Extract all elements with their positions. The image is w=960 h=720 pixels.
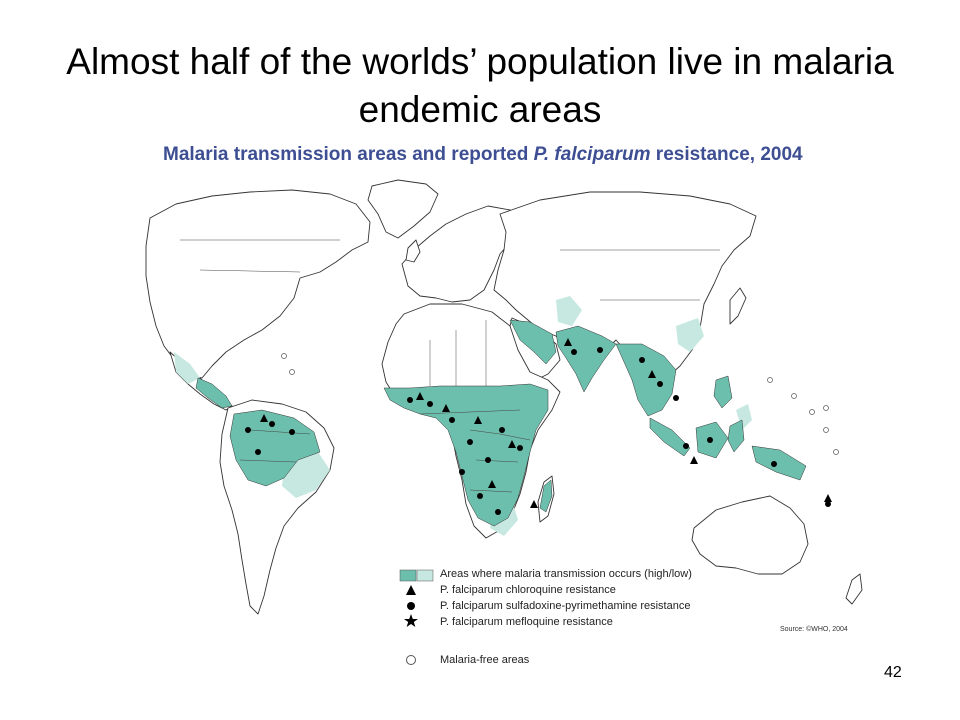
map-title: Malaria transmission areas and reported … — [163, 144, 803, 166]
legend-swatch-low — [416, 569, 434, 582]
transmission-new-guinea — [751, 445, 807, 481]
legend-chloroquine-label: P. falciparum chloroquine resistance — [440, 584, 616, 596]
sp-resistance-marker — [255, 449, 261, 455]
transmission-sumatra — [649, 417, 691, 457]
triangle-icon — [406, 585, 416, 595]
chloroquine-resistance-marker — [824, 494, 832, 502]
greenland — [367, 179, 439, 239]
chloroquine-resistance-marker — [564, 338, 572, 346]
sp-resistance-marker — [571, 349, 577, 355]
chloroquine-resistance-marker — [488, 480, 496, 488]
sp-resistance-marker — [467, 439, 473, 445]
sp-resistance-marker — [245, 427, 251, 433]
sp-resistance-marker — [289, 429, 295, 435]
sp-resistance-marker — [639, 357, 645, 363]
transmission-madagascar — [539, 479, 553, 513]
chloroquine-resistance-marker — [508, 440, 516, 448]
sp-resistance-marker — [477, 493, 483, 499]
japan — [729, 287, 747, 325]
transmission-africa — [383, 383, 549, 527]
sp-resistance-marker — [673, 395, 679, 401]
sp-resistance-marker — [407, 397, 413, 403]
transmission-south-asia — [555, 325, 617, 393]
transmission-middle-east — [509, 319, 557, 365]
legend-symbols — [399, 569, 434, 665]
transmission-sulawesi — [727, 419, 745, 453]
circle-icon — [407, 602, 415, 610]
sp-resistance-marker — [485, 457, 491, 463]
sp-resistance-marker — [657, 381, 663, 387]
chloroquine-resistance-marker — [474, 416, 482, 424]
pacific-islands — [281, 353, 839, 455]
transmission-low — [174, 296, 752, 536]
sp-resistance-marker — [825, 501, 831, 507]
legend-mefloquine-label: P. falciparum mefloquine resistance — [440, 616, 613, 628]
page-number: 42 — [884, 664, 902, 681]
north-america — [145, 189, 371, 379]
resistance-markers — [245, 338, 832, 515]
legend-sulfadoxine-label: P. falciparum sulfadoxine-pyrimethamine … — [440, 600, 691, 612]
sp-resistance-marker — [459, 469, 465, 475]
sp-resistance-marker — [495, 509, 501, 515]
chloroquine-resistance-marker — [260, 414, 268, 422]
chloroquine-resistance-marker — [442, 404, 450, 412]
map-title-suffix: resistance, 2004 — [650, 144, 803, 165]
map-title-prefix: Malaria transmission areas and reported — [163, 144, 534, 165]
transmission-south-america — [229, 409, 321, 487]
sp-resistance-marker — [427, 401, 433, 407]
legend-swatch-high — [399, 569, 417, 582]
australia — [691, 495, 809, 575]
transmission-southeast-asia — [615, 343, 677, 417]
sp-resistance-marker — [449, 417, 455, 423]
sp-resistance-marker — [517, 445, 523, 451]
chloroquine-resistance-marker — [416, 392, 424, 400]
map-source: Source: ©WHO, 2004 — [780, 626, 848, 633]
chloroquine-resistance-marker — [690, 456, 698, 464]
legend-transmission-label: Areas where malaria transmission occurs … — [440, 568, 692, 580]
transmission-high — [195, 319, 807, 527]
star-icon — [404, 614, 418, 627]
chloroquine-resistance-marker — [648, 370, 656, 378]
transmission-philippines — [713, 375, 733, 409]
sp-resistance-marker — [597, 347, 603, 353]
sp-resistance-marker — [771, 461, 777, 467]
sp-resistance-marker — [683, 443, 689, 449]
chloroquine-resistance-marker — [530, 500, 538, 508]
transmission-central-america — [195, 377, 233, 409]
slide-title: Almost half of the worlds’ population li… — [66, 41, 894, 130]
british-isles — [405, 239, 421, 263]
legend-malaria-free-label: Malaria-free areas — [440, 654, 530, 666]
hollow-circle-icon — [406, 655, 416, 665]
sp-resistance-marker — [499, 427, 505, 433]
internal-borders — [180, 239, 720, 493]
sp-resistance-marker — [269, 421, 275, 427]
sp-resistance-marker — [707, 437, 713, 443]
map-title-species: P. falciparum — [533, 144, 651, 165]
new-zealand — [845, 573, 863, 605]
